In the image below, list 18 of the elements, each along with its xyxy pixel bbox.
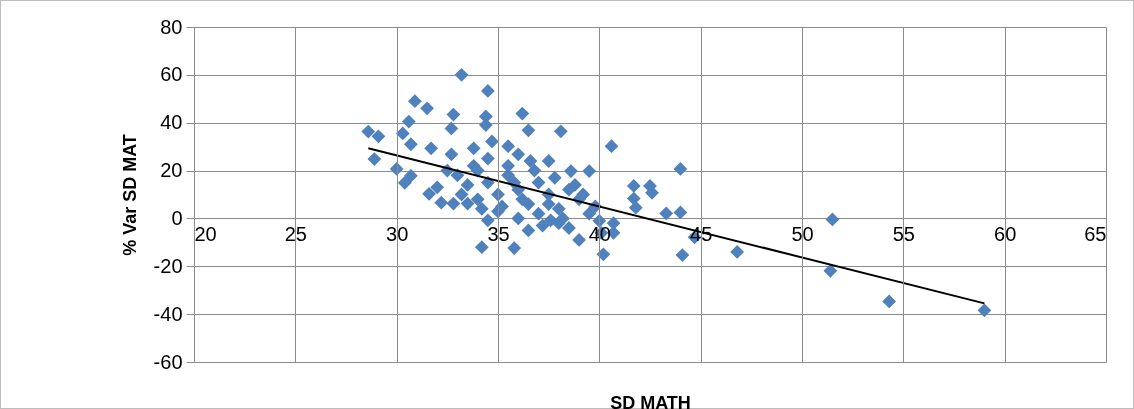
x-tick-label: 20 bbox=[194, 222, 217, 245]
y-tick-label: -60 bbox=[153, 350, 183, 373]
y-tick-label: 0 bbox=[171, 206, 183, 229]
y-tick-label: 20 bbox=[160, 159, 183, 182]
y-tick-label: 40 bbox=[160, 111, 183, 134]
x-tick-label: 50 bbox=[791, 222, 814, 245]
x-tick-label: 35 bbox=[487, 222, 510, 245]
x-tick-label: 55 bbox=[892, 222, 915, 245]
x-tick-label: 65 bbox=[1084, 222, 1107, 245]
x-tick-label: 60 bbox=[994, 222, 1017, 245]
x-axis-title: SD MATH bbox=[610, 392, 691, 409]
y-tick-label: 80 bbox=[160, 15, 183, 38]
x-tick-label: 30 bbox=[386, 222, 409, 245]
y-tick-label: -20 bbox=[153, 254, 183, 277]
y-tick-label: -40 bbox=[153, 302, 183, 325]
x-tick-label: 25 bbox=[284, 222, 307, 245]
y-tick-label: 60 bbox=[160, 63, 183, 86]
y-axis-title: % Var SD MAT bbox=[119, 134, 140, 256]
